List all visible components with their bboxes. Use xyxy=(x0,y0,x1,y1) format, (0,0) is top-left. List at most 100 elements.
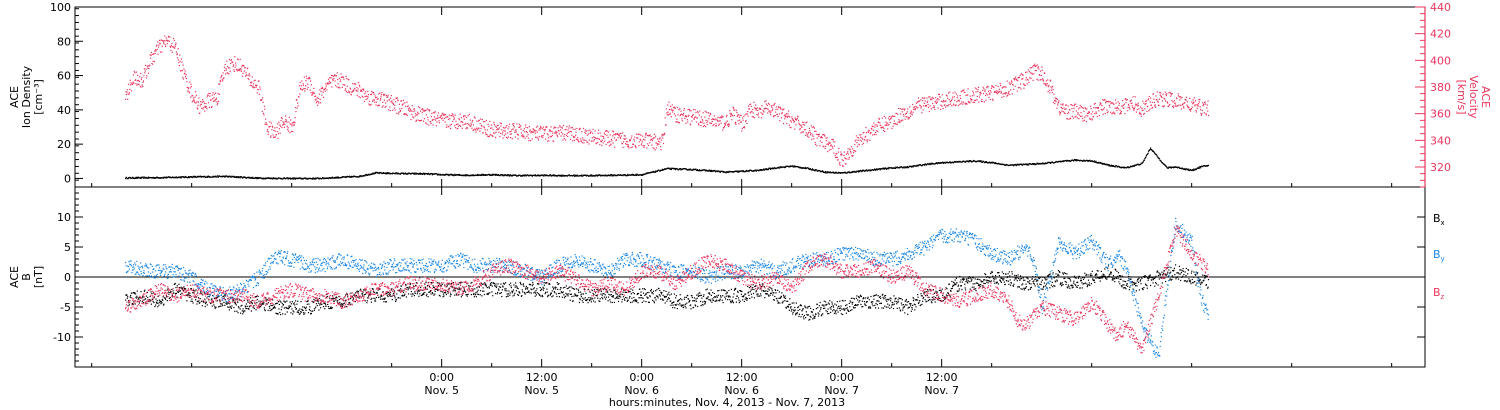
data-point xyxy=(555,127,557,129)
data-point xyxy=(193,176,195,178)
data-point xyxy=(1200,114,1202,116)
data-point xyxy=(736,171,738,173)
data-point xyxy=(217,176,219,178)
data-point xyxy=(786,116,788,119)
data-point xyxy=(765,108,767,110)
data-point xyxy=(492,135,494,138)
data-point xyxy=(576,175,578,177)
data-point xyxy=(743,115,745,117)
data-point xyxy=(290,131,292,133)
data-point xyxy=(1039,79,1041,81)
data-point xyxy=(1157,101,1159,103)
data-point xyxy=(952,96,954,98)
data-point xyxy=(213,297,215,299)
data-point xyxy=(494,132,496,134)
data-point xyxy=(1056,107,1058,109)
data-point xyxy=(767,112,769,114)
data-point xyxy=(979,161,981,163)
data-point xyxy=(1142,161,1144,164)
data-point xyxy=(852,154,854,157)
data-point xyxy=(195,289,197,291)
data-point xyxy=(685,115,687,117)
data-point xyxy=(1183,168,1186,170)
data-point xyxy=(679,168,681,170)
data-point xyxy=(239,70,241,72)
data-point xyxy=(183,68,185,70)
data-point xyxy=(150,300,152,302)
data-point xyxy=(760,169,762,172)
data-point xyxy=(293,178,295,180)
data-point xyxy=(717,120,719,122)
data-point xyxy=(605,130,607,132)
data-point xyxy=(933,106,935,108)
data-point xyxy=(497,128,500,131)
data-point xyxy=(587,133,590,135)
data-point xyxy=(507,128,509,130)
data-point xyxy=(766,104,768,106)
data-point xyxy=(209,95,211,97)
data-point xyxy=(447,173,449,175)
data-point xyxy=(1177,167,1179,169)
data-point xyxy=(204,305,206,308)
data-point xyxy=(1095,161,1097,163)
data-point xyxy=(942,162,944,164)
data-point xyxy=(878,118,880,120)
data-point xyxy=(970,160,972,162)
data-point xyxy=(1203,112,1205,114)
data-point xyxy=(875,134,877,136)
data-point xyxy=(997,91,999,93)
data-point xyxy=(1077,108,1080,110)
data-point xyxy=(891,167,893,169)
data-point xyxy=(218,175,220,177)
data-point xyxy=(542,136,544,139)
data-point xyxy=(298,85,300,87)
data-point xyxy=(851,155,853,157)
data-point xyxy=(1163,97,1165,99)
data-point xyxy=(660,148,662,151)
data-point xyxy=(1026,71,1028,73)
data-point xyxy=(154,306,156,308)
data-point xyxy=(511,138,513,140)
data-point xyxy=(330,74,332,77)
data-point xyxy=(241,176,243,178)
data-point xyxy=(678,109,680,111)
data-point xyxy=(747,170,750,172)
data-point xyxy=(590,132,592,134)
data-point xyxy=(1022,74,1024,76)
data-point xyxy=(912,166,914,168)
data-point xyxy=(434,111,436,113)
data-point xyxy=(558,130,560,132)
data-point xyxy=(1000,91,1002,93)
data-point xyxy=(235,64,237,66)
data-point xyxy=(912,103,914,106)
data-point xyxy=(1059,112,1061,114)
data-point xyxy=(1042,79,1044,81)
data-point xyxy=(1115,107,1117,109)
data-point xyxy=(897,113,899,115)
data-point xyxy=(173,292,175,294)
data-point xyxy=(525,131,527,133)
data-point xyxy=(984,89,986,91)
data-point xyxy=(983,101,985,103)
data-point xyxy=(727,123,729,125)
data-point xyxy=(921,164,924,166)
data-point xyxy=(740,121,742,123)
data-point xyxy=(223,294,225,296)
data-point xyxy=(1022,83,1025,85)
data-point xyxy=(710,170,712,173)
data-point xyxy=(1188,107,1190,109)
data-point xyxy=(586,134,588,136)
data-point xyxy=(1014,85,1016,87)
data-point xyxy=(154,50,156,52)
data-point xyxy=(676,106,678,109)
data-point xyxy=(146,291,148,293)
data-point xyxy=(484,174,486,176)
data-point xyxy=(572,136,575,138)
data-point xyxy=(1074,116,1076,118)
data-point xyxy=(529,129,531,131)
data-point xyxy=(373,93,375,95)
data-point xyxy=(995,91,997,93)
data-point xyxy=(880,124,882,126)
data-point xyxy=(729,112,731,114)
data-point xyxy=(1101,105,1103,107)
